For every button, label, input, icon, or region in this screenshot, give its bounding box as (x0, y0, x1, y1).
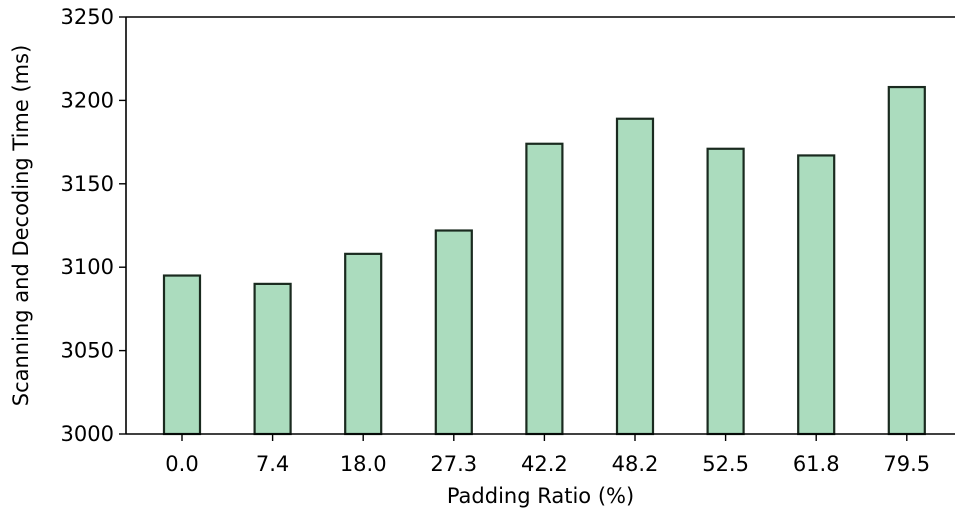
plot-area: 0.0 7.4 18.0 27.3 42.2 48.2 52.5 61.8 79.5 30003… (61, 5, 955, 476)
x-tick-label: 7.4 (256, 452, 289, 476)
x-tick-label: 42.2 (521, 452, 568, 476)
x-tick-label: 52.5 (702, 452, 749, 476)
x-tick-label: 79.5 (883, 452, 930, 476)
bar-48.2 (615, 117, 655, 436)
bar-27.3 (434, 229, 473, 436)
y-axis-title: Scanning and Decoding Time (ms) (9, 45, 33, 407)
x-axis-ticks: 0.0 7.4 18.0 27.3 42.2 48.2 52.5 61.8 79.5 (165, 434, 930, 476)
x-tick-label: 18.0 (340, 452, 387, 476)
bar-52.5 (706, 147, 745, 436)
bar-42.2 (525, 142, 564, 436)
x-axis-title: Padding Ratio (%) (447, 484, 634, 508)
y-axis-ticks: 3000 3050 3100 3150 3200 3250 (61, 5, 126, 446)
bar-0.0 (162, 274, 202, 436)
y-tick-label: 3050 (61, 339, 114, 363)
y-tick-label: 3000 (61, 422, 114, 446)
x-tick-label: 48.2 (612, 452, 659, 476)
x-tick-label: 27.3 (430, 452, 477, 476)
bar-7.4 (253, 282, 292, 436)
y-tick-label: 3100 (61, 255, 114, 279)
y-tick-label: 3150 (61, 172, 114, 196)
bars-group (162, 85, 926, 436)
bar-61.8 (797, 154, 836, 436)
x-tick-label: 0.0 (165, 452, 198, 476)
bar-18.0 (344, 252, 383, 436)
bar-79.5 (887, 85, 926, 436)
x-tick-label: 61.8 (793, 452, 840, 476)
y-tick-label: 3200 (61, 88, 114, 112)
y-tick-label: 3250 (61, 5, 114, 29)
